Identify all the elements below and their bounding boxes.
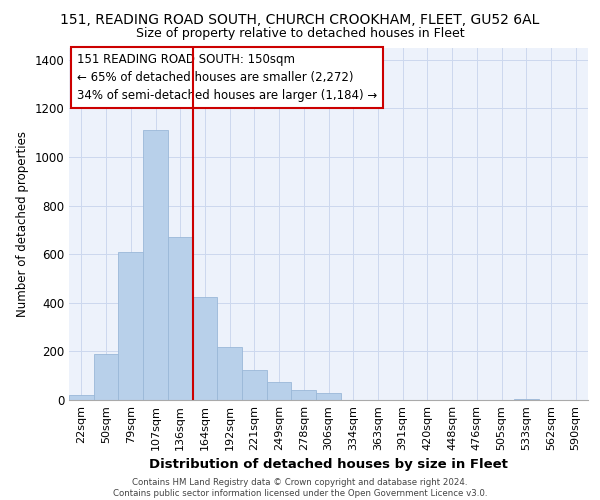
Bar xyxy=(143,130,168,400)
Bar xyxy=(217,346,242,400)
Bar xyxy=(316,394,341,400)
Text: Size of property relative to detached houses in Fleet: Size of property relative to detached ho… xyxy=(136,28,464,40)
X-axis label: Distribution of detached houses by size in Fleet: Distribution of detached houses by size … xyxy=(149,458,508,471)
Bar xyxy=(118,252,143,400)
Text: Contains HM Land Registry data © Crown copyright and database right 2024.
Contai: Contains HM Land Registry data © Crown c… xyxy=(113,478,487,498)
Bar xyxy=(267,382,292,400)
Bar xyxy=(94,354,118,400)
Text: 151 READING ROAD SOUTH: 150sqm
← 65% of detached houses are smaller (2,272)
34% : 151 READING ROAD SOUTH: 150sqm ← 65% of … xyxy=(77,53,377,102)
Y-axis label: Number of detached properties: Number of detached properties xyxy=(16,130,29,317)
Text: 151, READING ROAD SOUTH, CHURCH CROOKHAM, FLEET, GU52 6AL: 151, READING ROAD SOUTH, CHURCH CROOKHAM… xyxy=(61,12,539,26)
Bar xyxy=(242,370,267,400)
Bar xyxy=(292,390,316,400)
Bar xyxy=(514,399,539,400)
Bar xyxy=(168,237,193,400)
Bar xyxy=(69,395,94,400)
Bar xyxy=(193,296,217,400)
